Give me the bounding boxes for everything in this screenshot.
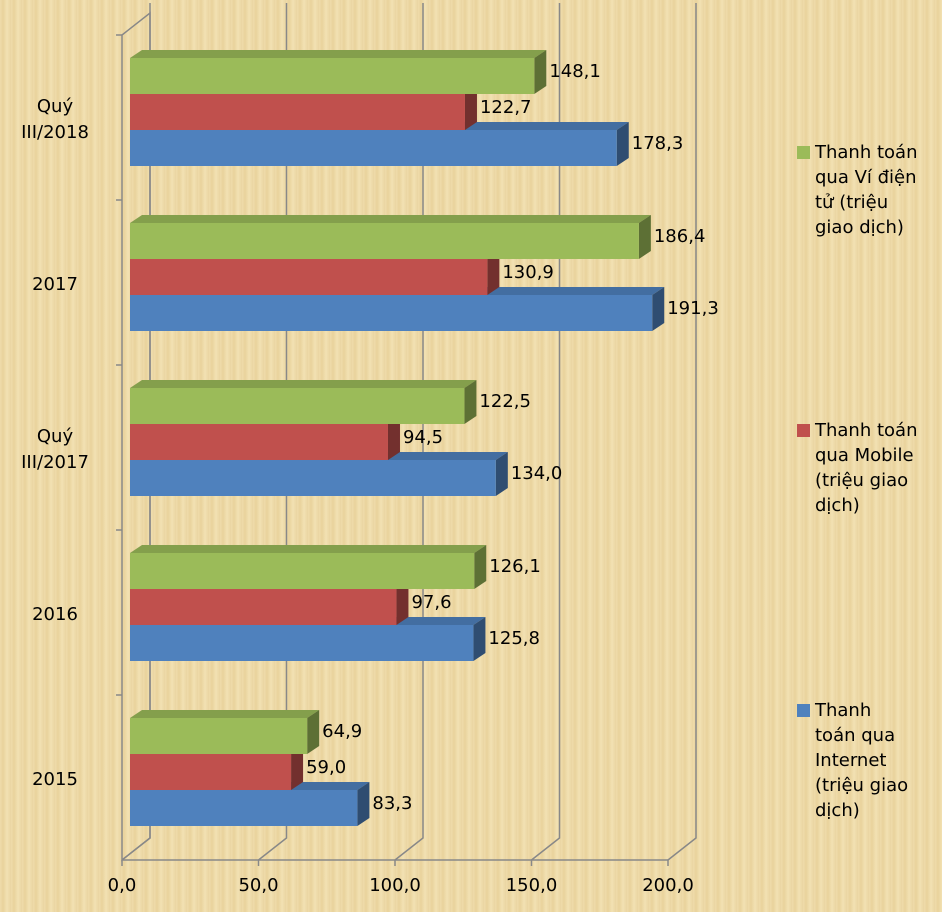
data-label: 97,6 — [411, 592, 451, 613]
bar-side — [487, 251, 500, 295]
bar — [130, 424, 388, 460]
data-label: 130,9 — [502, 262, 554, 283]
data-label: 134,0 — [511, 463, 563, 484]
bar-top — [130, 50, 547, 58]
x-tick-label: 0,0 — [108, 875, 137, 896]
bar — [130, 553, 475, 589]
bar — [130, 259, 488, 295]
bar — [130, 460, 496, 496]
legend-swatch — [797, 424, 810, 437]
category-label: 2015 — [32, 769, 78, 790]
bar-top — [130, 215, 651, 223]
data-label: 186,4 — [654, 226, 706, 247]
bar-side — [291, 746, 304, 790]
bar-side — [396, 581, 409, 625]
data-label: 148,1 — [549, 61, 601, 82]
data-label: 83,3 — [372, 793, 412, 814]
data-label: 122,7 — [480, 97, 532, 118]
x-tick-label: 100,0 — [369, 875, 421, 896]
data-label: 178,3 — [632, 133, 684, 154]
legend-item: Thanh toán qua Internet (triệu giao dịch… — [797, 698, 942, 823]
bar — [130, 718, 308, 754]
bar-side — [616, 122, 629, 166]
x-tick-label: 200,0 — [642, 875, 694, 896]
bar — [130, 223, 639, 259]
bar — [130, 388, 465, 424]
bar-side — [464, 380, 477, 424]
category-label: Quý III/2017 — [21, 426, 89, 473]
bar — [130, 589, 397, 625]
x-tick-label: 50,0 — [238, 875, 278, 896]
legend-swatch — [797, 146, 810, 159]
bar-side — [357, 782, 370, 826]
bar-side — [473, 617, 486, 661]
category-label: Quý III/2018 — [21, 96, 89, 143]
bar-side — [495, 452, 508, 496]
bar — [130, 754, 292, 790]
bar — [130, 58, 535, 94]
legend-text: Thanh toán qua Ví điện tử (triệu giao dị… — [815, 142, 918, 238]
bar — [130, 130, 617, 166]
bar — [130, 625, 474, 661]
data-label: 191,3 — [667, 298, 719, 319]
legend-text: Thanh toán qua Internet (triệu giao dịch… — [815, 700, 909, 821]
legend-text: Thanh toán qua Mobile (triệu giao dịch) — [815, 420, 918, 516]
bar-top — [130, 380, 477, 388]
bar-side — [534, 50, 547, 94]
data-label: 125,8 — [488, 628, 540, 649]
data-label: 64,9 — [322, 721, 362, 742]
data-label: 122,5 — [479, 391, 531, 412]
category-label: 2017 — [32, 274, 78, 295]
bar-side — [474, 545, 487, 589]
bar — [130, 790, 358, 826]
legend-item: Thanh toán qua Ví điện tử (triệu giao dị… — [797, 140, 942, 240]
x-tick-label: 150,0 — [506, 875, 558, 896]
data-label: 126,1 — [489, 556, 541, 577]
grid-line — [531, 3, 561, 861]
legend-item: Thanh toán qua Mobile (triệu giao dịch) — [797, 418, 942, 518]
bar-side — [638, 215, 651, 259]
data-label: 94,5 — [403, 427, 443, 448]
bar-side — [464, 86, 477, 130]
category-label: 2016 — [32, 604, 78, 625]
bar — [130, 295, 653, 331]
bar-top — [130, 710, 320, 718]
legend-swatch — [797, 704, 810, 717]
grid-line — [667, 3, 697, 861]
bar-side — [652, 287, 665, 331]
bar-top — [130, 545, 487, 553]
data-label: 59,0 — [306, 757, 346, 778]
bar-side — [387, 416, 400, 460]
bar — [130, 94, 465, 130]
bar-side — [307, 710, 320, 754]
